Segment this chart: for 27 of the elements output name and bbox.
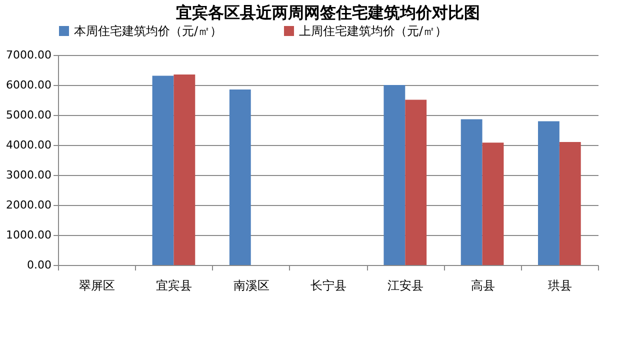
x-tick-label: 南溪区 [233, 278, 270, 292]
y-tick-label: 4000.00 [6, 138, 52, 152]
bar [460, 119, 482, 265]
y-tick-label: 6000.00 [6, 78, 52, 92]
x-tick-label: 江安县 [388, 278, 424, 292]
bar [559, 142, 581, 265]
chart-title: 宜宾各区县近两周网签住宅建筑均价对比图 [176, 3, 480, 22]
bar [405, 100, 427, 265]
x-tick-label: 翠屏区 [79, 278, 116, 292]
x-tick-label: 高县 [470, 278, 495, 292]
bar [152, 76, 174, 265]
y-tick-label: 7000.00 [6, 48, 52, 62]
bar [229, 90, 251, 265]
y-tick-label: 2000.00 [6, 198, 52, 212]
bar [538, 121, 560, 265]
x-tick-label: 宜宾县 [156, 278, 192, 292]
y-tick-label: 1000.00 [6, 228, 52, 242]
bar [384, 85, 406, 265]
y-tick-label: 3000.00 [6, 168, 52, 182]
bar [482, 142, 504, 265]
legend-label: 上周住宅建筑均价（元/㎡） [299, 24, 448, 38]
x-tick-label: 珙县 [548, 278, 572, 292]
bar [174, 74, 196, 265]
y-tick-label: 5000.00 [6, 108, 52, 122]
y-tick-label: 0.00 [27, 258, 52, 272]
x-tick-label: 长宁县 [310, 278, 346, 292]
legend-label: 本周住宅建筑均价（元/㎡） [74, 24, 222, 38]
